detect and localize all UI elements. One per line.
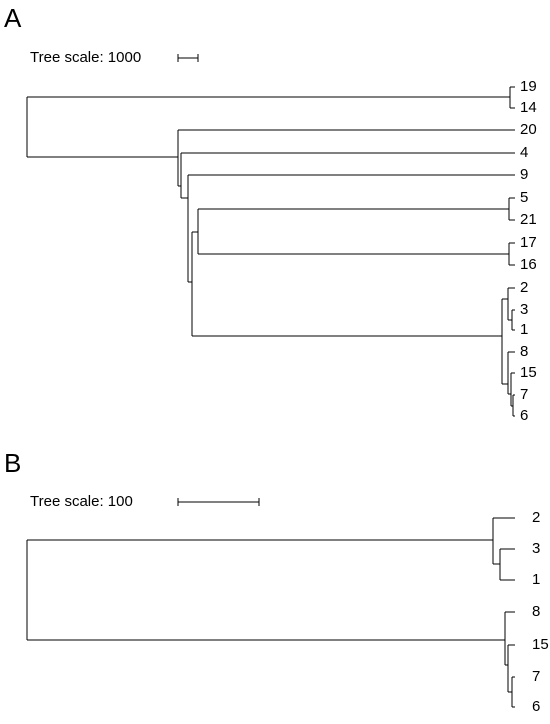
leaf-label: 16 — [520, 256, 537, 273]
leaf-label: 4 — [520, 144, 528, 161]
leaf-label: 6 — [520, 407, 528, 424]
leaf-label: 7 — [532, 668, 540, 685]
leaf-label: 15 — [532, 636, 549, 653]
scale-label: Tree scale: 100 — [30, 493, 133, 510]
leaf-label: 8 — [532, 603, 540, 620]
scale-label: Tree scale: 1000 — [30, 49, 141, 66]
leaf-label: 21 — [520, 211, 537, 228]
leaf-label: 1 — [532, 571, 540, 588]
leaf-label: 9 — [520, 166, 528, 183]
leaf-label: 3 — [520, 301, 528, 318]
leaf-label: 17 — [520, 234, 537, 251]
leaf-label: 2 — [532, 509, 540, 526]
leaf-label: 15 — [520, 364, 537, 381]
panel-label: A — [4, 3, 22, 33]
leaf-label: 20 — [520, 121, 537, 138]
leaf-label: 7 — [520, 386, 528, 403]
leaf-label: 5 — [520, 189, 528, 206]
panel-label: B — [4, 448, 21, 478]
leaf-label: 1 — [520, 321, 528, 338]
leaf-label: 19 — [520, 78, 537, 95]
leaf-label: 14 — [520, 99, 537, 116]
scale-bar — [177, 498, 260, 506]
scale-bar — [177, 54, 199, 62]
leaf-label: 3 — [532, 540, 540, 557]
tree-branches — [26, 86, 515, 417]
tree-branches — [26, 517, 515, 708]
leaf-label: 2 — [520, 279, 528, 296]
leaf-label: 8 — [520, 343, 528, 360]
leaf-label: 6 — [532, 698, 540, 715]
